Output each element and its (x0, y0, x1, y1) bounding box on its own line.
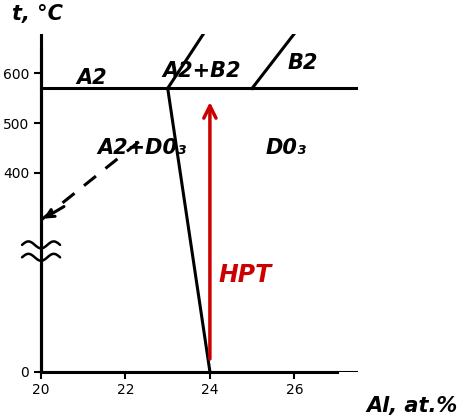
Text: HPT: HPT (219, 263, 272, 287)
Text: Al, at.%: Al, at.% (366, 396, 457, 416)
Text: B2: B2 (287, 54, 318, 73)
Text: A2+D0₃: A2+D0₃ (98, 138, 187, 158)
Text: A2+B2: A2+B2 (162, 61, 241, 81)
Text: t, °C: t, °C (12, 4, 62, 24)
Text: A2: A2 (76, 68, 107, 88)
Text: D0₃: D0₃ (265, 138, 306, 158)
